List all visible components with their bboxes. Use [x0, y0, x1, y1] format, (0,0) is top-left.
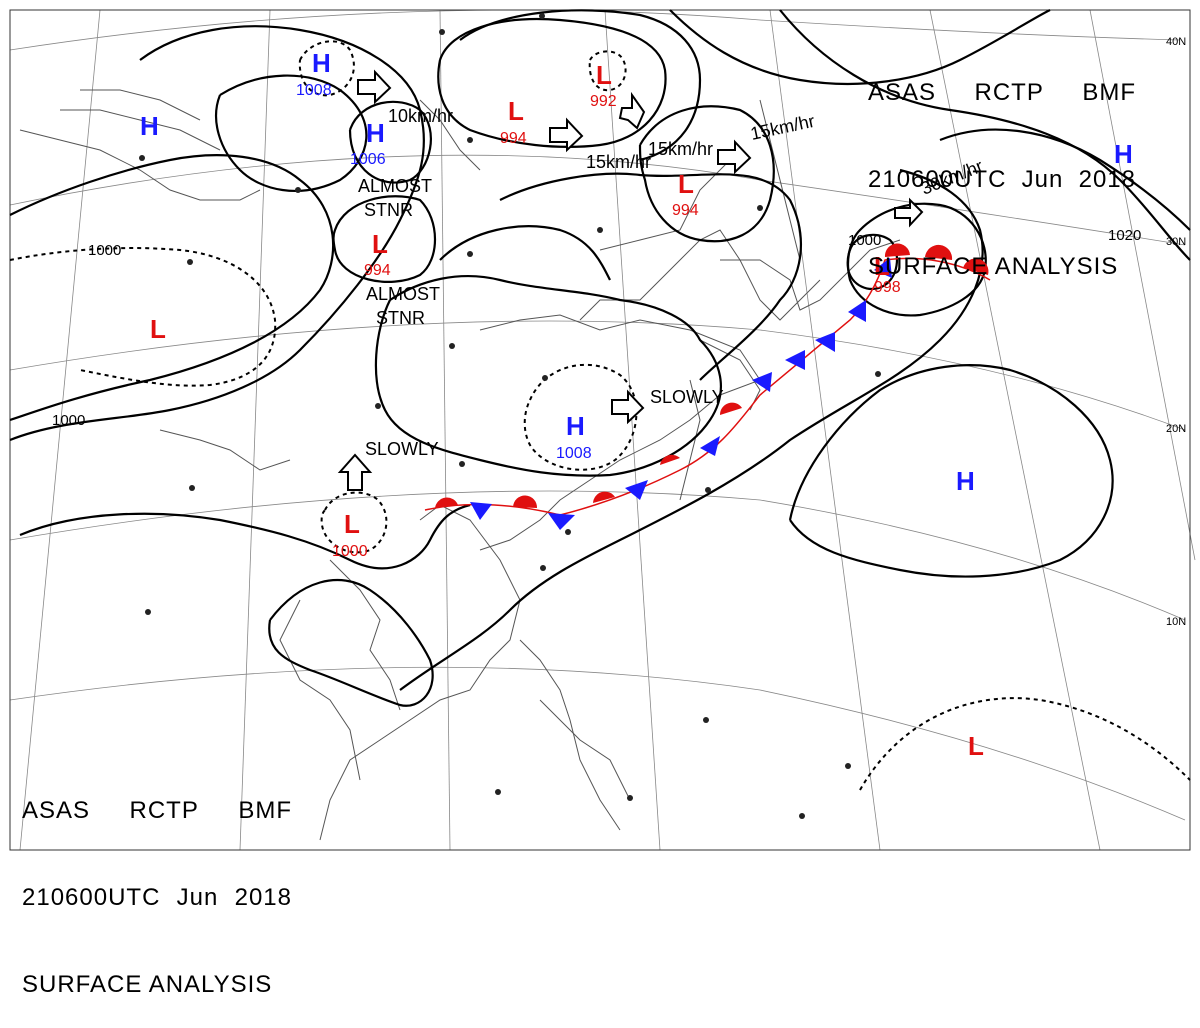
- high-pressure-value: 1008: [556, 445, 592, 462]
- low-pressure-value: 1000: [332, 543, 368, 560]
- motion-speed-label: 15km/hr: [586, 152, 651, 172]
- header-time: 210600UTC: [22, 884, 161, 911]
- warm-front-lobes: [435, 243, 989, 508]
- cold-front-teeth: [470, 258, 892, 530]
- almost-label: ALMOST: [366, 284, 440, 304]
- almost-label: ALMOST: [358, 176, 432, 196]
- high-pressure-symbol: H: [312, 48, 331, 78]
- header-source: ASAS: [868, 79, 937, 106]
- low-pressure-symbol: L: [150, 314, 166, 344]
- high-pressure-value: 1008: [296, 82, 332, 99]
- low-pressure-value: 994: [364, 262, 391, 279]
- motion-slowly-label: SLOWLY: [650, 387, 724, 407]
- motion-speed-label: 15km/hr: [648, 139, 713, 159]
- header-top-right: ASAS RCTP BMF 210600UTC Jun 2018 SURFACE…: [868, 20, 1136, 310]
- low-pressure-value: 992: [590, 93, 617, 110]
- annotations: ALMOST STNR ALMOST STNR: [358, 176, 440, 328]
- longitude-grid: [19, 9, 1196, 851]
- motion-speed-label: 15km/hr: [749, 111, 817, 144]
- low-pressure-value: 998: [874, 279, 901, 296]
- stnr-label: STNR: [364, 200, 413, 220]
- header-year: 2018: [1078, 166, 1136, 193]
- low-pressure-symbol: L: [372, 229, 388, 259]
- header-bottom-left: ASAS RCTP BMF 210600UTC Jun 2018 SURFACE…: [22, 738, 292, 1028]
- header-station: RCTP: [129, 797, 199, 824]
- header-code: BMF: [238, 797, 292, 824]
- header-time: 210600UTC: [868, 166, 1007, 193]
- dashed-isobars: [9, 40, 1191, 791]
- high-pressure-value: 1006: [350, 151, 386, 168]
- high-pressure-symbol: H: [566, 411, 585, 441]
- latitude-grid: [9, 9, 1186, 821]
- header-title: SURFACE ANALYSIS: [22, 971, 273, 998]
- stnr-label: STNR: [376, 308, 425, 328]
- stationary-front: [424, 243, 991, 530]
- isobar-label: 1000: [88, 242, 121, 259]
- header-year: 2018: [234, 884, 292, 911]
- pressure-centers: H 1008 H 1006 H H 1008 H H L 994 L 992 L…: [140, 48, 1133, 761]
- coastlines: [19, 89, 901, 841]
- motion-arrows: [337, 69, 924, 491]
- low-pressure-symbol: L: [678, 169, 694, 199]
- high-pressure-symbol: H: [1114, 139, 1133, 169]
- header-source: ASAS: [22, 797, 91, 824]
- header-station: RCTP: [974, 79, 1044, 106]
- header-month: Jun: [1021, 166, 1064, 193]
- high-pressure-symbol: H: [956, 466, 975, 496]
- low-pressure-value: 994: [500, 130, 527, 147]
- isobar-label: 1000: [848, 232, 881, 249]
- header-title: SURFACE ANALYSIS: [868, 253, 1119, 280]
- latitude-label: 20N: [1166, 423, 1186, 435]
- latitude-label: 10N: [1166, 616, 1186, 628]
- header-month: Jun: [176, 884, 219, 911]
- isobars: [9, 9, 1191, 707]
- header-code: BMF: [1082, 79, 1136, 106]
- isobar-label: 1000: [52, 412, 85, 429]
- motion-slowly-label: SLOWLY: [365, 439, 439, 459]
- low-pressure-symbol: L: [874, 251, 890, 281]
- low-pressure-symbol: L: [968, 731, 984, 761]
- weather-map: 1000 1000 1020 1000 40N 30N 20N 10N H 10…: [9, 9, 1196, 851]
- low-pressure-value: 994: [672, 202, 699, 219]
- isobar-label: 1020: [1108, 227, 1141, 244]
- high-pressure-symbol: H: [366, 118, 385, 148]
- station-markers: [139, 13, 881, 819]
- low-pressure-symbol: L: [596, 60, 612, 90]
- latitude-label: 30N: [1166, 236, 1186, 248]
- latitude-label: 40N: [1166, 36, 1186, 48]
- motion-speed-label: 10km/hr: [388, 106, 453, 126]
- low-pressure-symbol: L: [508, 96, 524, 126]
- high-pressure-symbol: H: [140, 111, 159, 141]
- low-pressure-symbol: L: [344, 509, 360, 539]
